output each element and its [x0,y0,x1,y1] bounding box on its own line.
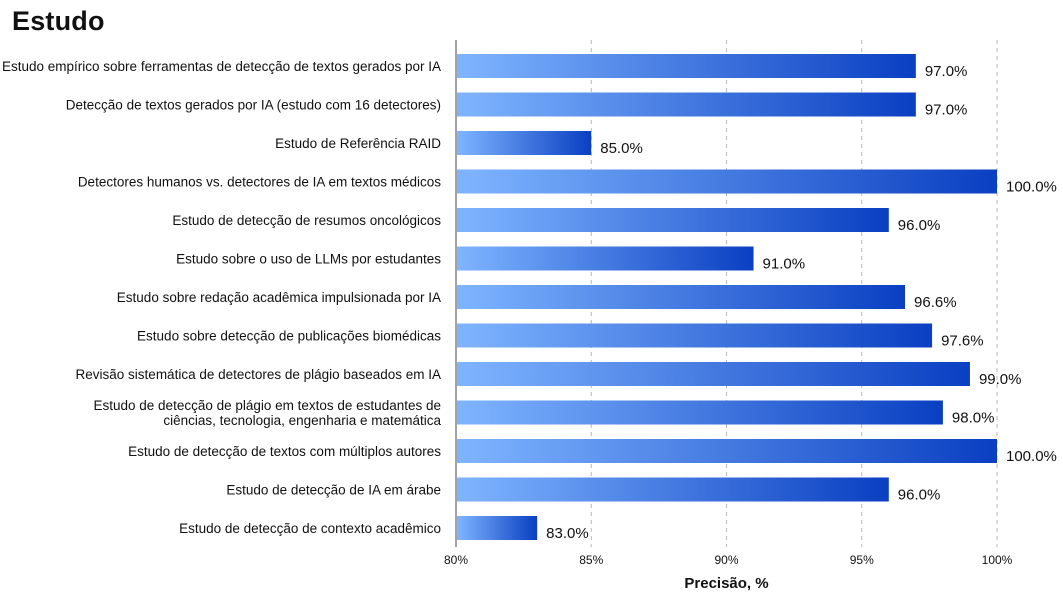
x-tick-label: 95% [850,553,874,567]
category-label: Estudo de detecção de textos com múltipl… [128,444,441,459]
value-label: 100.0% [1006,448,1057,465]
value-label: 97.0% [925,102,968,119]
bar [457,246,754,271]
bar [457,516,538,540]
x-tick-label: 85% [579,553,603,567]
x-tick-label: 100% [982,553,1013,567]
bar [457,400,943,425]
bar [457,323,933,348]
bar [457,439,997,463]
category-label: Estudo de detecção de plágio em textos d… [94,398,442,428]
x-tick-label: 80% [444,553,468,567]
value-label: 96.0% [898,217,941,234]
value-label: 83.0% [546,525,589,542]
bar [457,362,970,386]
bar [457,285,906,309]
value-label: 91.0% [763,256,806,273]
value-label: 96.0% [898,487,941,504]
value-label: 96.6% [914,294,957,311]
bar [457,54,916,78]
category-label: Estudo sobre o uso de LLMs por estudante… [176,252,441,267]
category-label: Detectores humanos vs. detectores de IA … [78,175,441,190]
category-label: Estudo sobre redação acadêmica impulsion… [117,290,441,305]
category-label: Estudo de detecção de resumos oncológico… [172,213,441,228]
bar [457,131,592,155]
category-label: Estudo de Referência RAID [275,136,441,151]
category-label: Estudo empírico sobre ferramentas de det… [2,59,441,74]
value-label: 99.0% [979,371,1022,388]
bar [457,92,916,117]
bar [457,169,997,194]
bar [457,477,889,502]
category-label: Revisão sistemática de detectores de plá… [76,367,441,382]
value-label: 97.6% [941,333,984,350]
value-label: 98.0% [952,410,995,427]
bar [457,208,889,232]
x-axis-label: Precisão, % [684,575,768,592]
category-label: Detecção de textos gerados por IA (estud… [66,98,441,113]
chart-title: Estudo [12,6,105,36]
category-label: Estudo de detecção de contexto acadêmico [179,521,441,536]
value-label: 85.0% [600,140,643,157]
value-label: 100.0% [1006,179,1057,196]
category-label: Estudo sobre detecção de publicações bio… [137,329,441,344]
category-label: Estudo de detecção de IA em árabe [226,483,441,498]
x-tick-label: 90% [714,553,738,567]
value-label: 97.0% [925,63,968,80]
